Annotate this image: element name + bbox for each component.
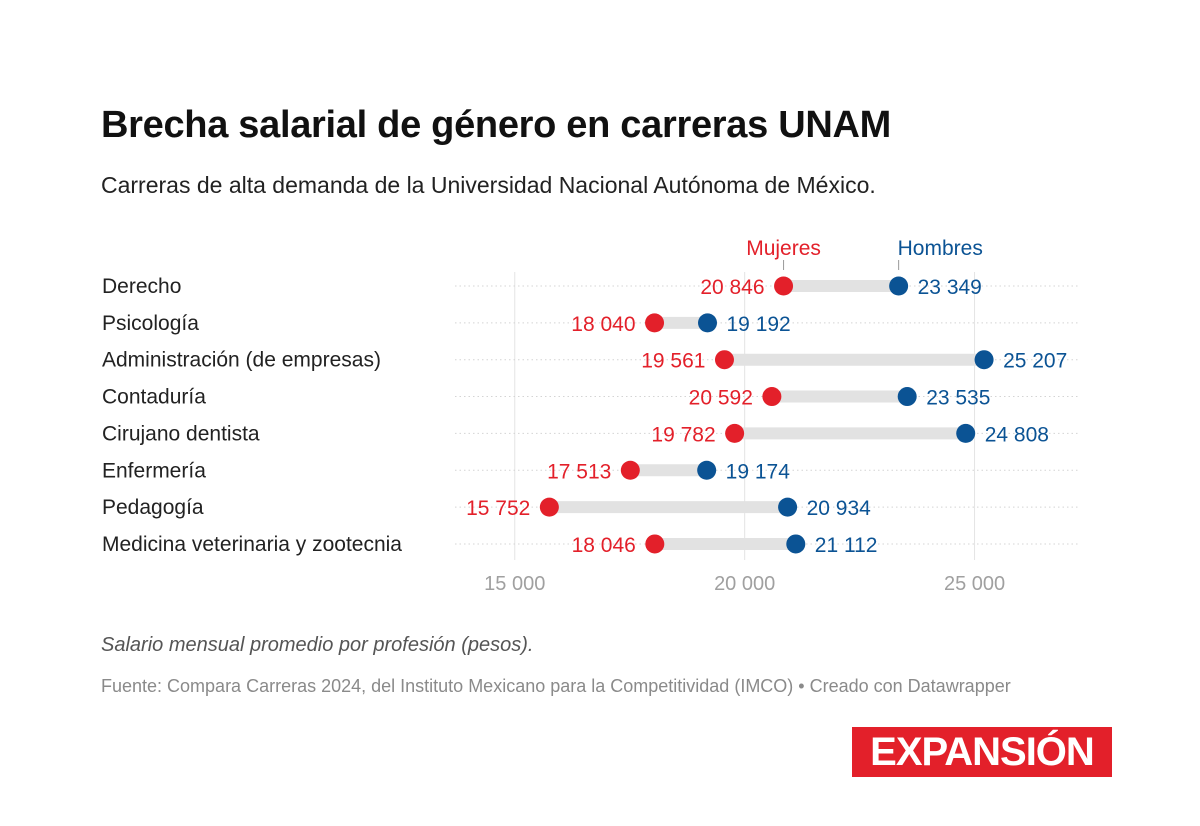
x-tick-label: 15 000: [484, 573, 545, 595]
mujeres-dot: [725, 423, 745, 443]
source-note: Fuente: Compara Carreras 2024, del Insti…: [101, 676, 1011, 696]
mujeres-value-label: 18 040: [571, 313, 635, 336]
mujeres-dot: [762, 387, 782, 407]
hombres-value-label: 21 112: [815, 534, 878, 557]
mujeres-value-label: 18 046: [572, 534, 636, 557]
mujeres-value-label: 19 561: [641, 350, 705, 373]
hombres-dot: [778, 497, 798, 517]
mujeres-value-label: 20 592: [689, 387, 753, 410]
mujeres-dot: [645, 313, 665, 333]
legend-hombres: Hombres: [898, 237, 983, 260]
mujeres-value-label: 17 513: [547, 460, 611, 483]
x-tick-label: 20 000: [714, 573, 775, 595]
hombres-dot: [974, 350, 994, 370]
expansion-logo: EXPANSIÓN: [852, 727, 1112, 777]
mujeres-value-label: 19 782: [651, 423, 715, 446]
hombres-dot: [897, 387, 917, 407]
category-label: Pedagogía: [102, 496, 204, 519]
mujeres-value-label: 15 752: [466, 497, 530, 520]
category-label: Medicina veterinaria y zootecnia: [102, 533, 402, 556]
mujeres-value-label: 20 846: [700, 276, 764, 299]
hombres-dot: [698, 313, 718, 333]
mujeres-dot: [645, 534, 665, 554]
hombres-dot: [956, 423, 976, 443]
category-label: Administración (de empresas): [102, 349, 381, 372]
hombres-value-label: 20 934: [807, 497, 872, 520]
hombres-value-label: 23 349: [918, 276, 982, 299]
hombres-dot: [786, 534, 806, 554]
chart-subtitle: Carreras de alta demanda de la Universid…: [101, 172, 876, 198]
hombres-value-label: 25 207: [1003, 350, 1067, 373]
category-label: Enfermería: [102, 459, 206, 482]
hombres-value-label: 24 808: [985, 423, 1049, 446]
hombres-dot: [697, 460, 717, 480]
legend-mujeres: Mujeres: [746, 237, 821, 260]
mujeres-dot: [774, 276, 794, 296]
chart-title: Brecha salarial de género en carreras UN…: [101, 104, 891, 146]
hombres-value-label: 19 174: [726, 460, 791, 483]
mujeres-dot: [714, 350, 734, 370]
category-label: Cirujano dentista: [102, 422, 260, 445]
category-label: Psicología: [102, 312, 199, 335]
hombres-dot: [889, 276, 909, 296]
category-label: Contaduría: [102, 386, 206, 409]
chart-notes: Salario mensual promedio por profesión (…: [101, 634, 534, 656]
x-tick-label: 25 000: [944, 573, 1005, 595]
mujeres-dot: [620, 460, 640, 480]
hombres-value-label: 19 192: [727, 313, 791, 336]
hombres-value-label: 23 535: [926, 387, 990, 410]
mujeres-dot: [539, 497, 559, 517]
category-label: Derecho: [102, 275, 181, 298]
